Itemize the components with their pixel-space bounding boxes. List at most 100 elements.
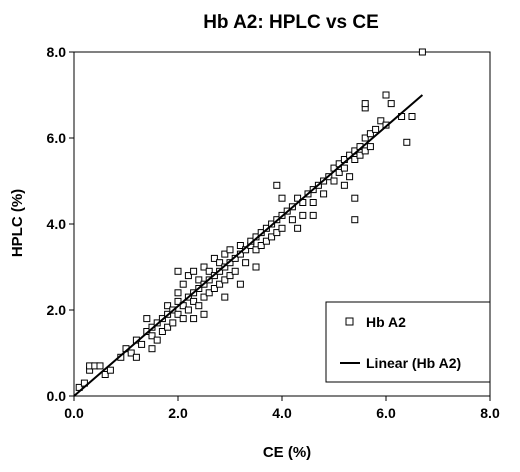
y-tick-label: 0.0 — [47, 388, 67, 404]
data-point — [174, 289, 182, 297]
data-point — [351, 194, 359, 202]
data-point — [340, 181, 348, 189]
legend-label-series: Hb A2 — [366, 314, 406, 330]
data-point — [148, 332, 156, 340]
y-tick-label: 2.0 — [47, 302, 67, 318]
data-point — [382, 91, 390, 99]
data-point — [252, 246, 260, 254]
y-axis-ticks: 0.0 2.0 4.0 6.0 8.0 — [47, 44, 74, 404]
data-point — [190, 297, 198, 305]
data-point — [309, 211, 317, 219]
data-point — [205, 267, 213, 275]
data-point — [200, 293, 208, 301]
chart-title: Hb A2: HPLC vs CE — [203, 12, 379, 33]
trendline — [73, 94, 424, 397]
data-point — [148, 345, 156, 353]
data-point — [418, 48, 426, 56]
data-point — [377, 117, 385, 125]
x-tick-label: 2.0 — [168, 405, 188, 421]
data-point — [184, 272, 192, 280]
data-point — [132, 353, 140, 361]
legend-box — [325, 301, 491, 383]
y-axis-label: HPLC (%) — [9, 189, 26, 257]
data-point — [174, 267, 182, 275]
data-point — [236, 280, 244, 288]
data-point — [262, 237, 270, 245]
legend-label-trendline: Linear (Hb A2) — [366, 355, 461, 371]
data-point — [252, 263, 260, 271]
x-tick-label: 6.0 — [376, 405, 396, 421]
data-point — [268, 233, 276, 241]
data-point — [294, 224, 302, 232]
y-tick-label: 8.0 — [47, 44, 67, 60]
data-point — [164, 323, 172, 331]
data-point — [190, 315, 198, 323]
data-point — [106, 366, 114, 374]
data-point — [210, 285, 218, 292]
data-point — [351, 216, 359, 224]
data-point — [143, 315, 151, 323]
data-point — [195, 302, 203, 310]
data-point — [294, 194, 302, 202]
data-point — [221, 250, 229, 258]
data-point — [190, 267, 198, 275]
x-axis-ticks: 0.0 2.0 4.0 6.0 8.0 — [64, 396, 500, 421]
data-point — [278, 194, 286, 202]
data-point — [278, 224, 286, 232]
data-point — [164, 302, 172, 310]
data-point — [179, 280, 187, 288]
data-point — [340, 164, 348, 172]
data-point — [299, 211, 307, 219]
data-point — [242, 259, 250, 267]
data-point — [387, 100, 395, 108]
data-point — [361, 134, 369, 142]
data-point — [138, 340, 146, 348]
data-point — [179, 315, 187, 323]
data-point — [361, 100, 369, 108]
data-point — [366, 143, 374, 151]
data-point — [330, 177, 338, 185]
data-point — [372, 125, 380, 133]
data-point — [195, 276, 203, 284]
data-point — [205, 289, 213, 297]
data-point — [403, 138, 411, 146]
data-point — [226, 272, 234, 280]
data-point — [366, 130, 374, 138]
data-point — [153, 336, 161, 344]
data-point — [200, 263, 208, 271]
data-point — [356, 151, 364, 159]
data-point — [231, 267, 239, 275]
data-point — [96, 362, 104, 370]
data-point — [221, 293, 229, 301]
data-point — [346, 173, 354, 181]
data-point — [408, 113, 416, 120]
legend-marker-square — [345, 317, 354, 326]
data-point — [273, 229, 281, 237]
data-point — [210, 254, 218, 262]
data-point — [351, 156, 359, 163]
data-point — [335, 168, 343, 176]
x-tick-label: 8.0 — [480, 405, 500, 421]
data-point — [216, 280, 224, 288]
y-tick-label: 6.0 — [47, 130, 67, 146]
data-point — [127, 349, 135, 357]
x-tick-label: 4.0 — [272, 405, 292, 421]
data-point — [200, 310, 208, 318]
data-point — [273, 181, 281, 189]
data-point — [288, 216, 296, 224]
data-point — [361, 147, 369, 155]
data-point — [169, 319, 177, 327]
data-point — [226, 246, 234, 254]
x-axis-label: CE (%) — [263, 444, 311, 461]
data-point — [101, 371, 109, 378]
data-point — [184, 306, 192, 314]
data-point — [257, 242, 265, 249]
data-point — [309, 199, 317, 206]
data-point — [236, 242, 244, 249]
legend: Hb A2 Linear (Hb A2) — [325, 301, 491, 383]
data-point — [221, 276, 229, 284]
data-point — [216, 259, 224, 267]
data-point — [174, 297, 182, 305]
y-tick-label: 4.0 — [47, 216, 67, 232]
